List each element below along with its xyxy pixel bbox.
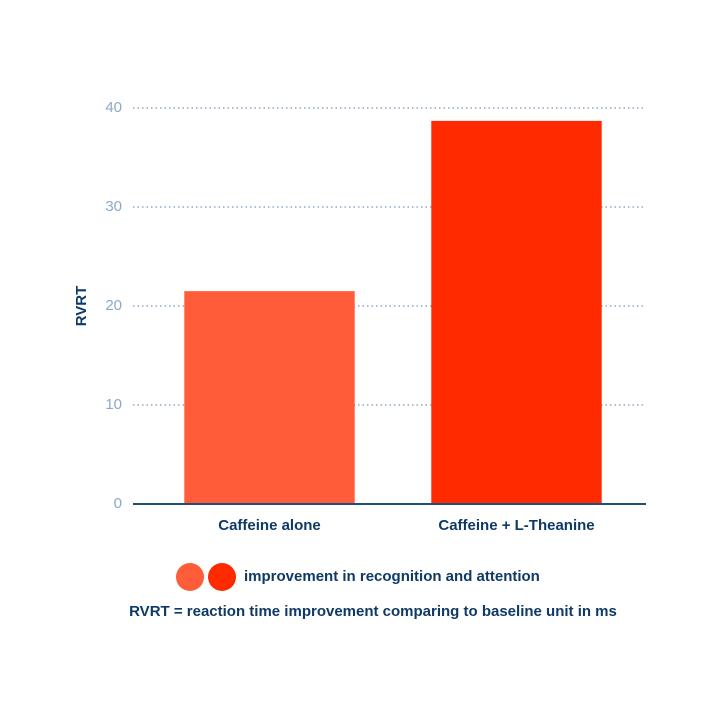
legend-swatch (176, 563, 204, 591)
y-tick-label: 40 (105, 99, 122, 116)
y-tick-label: 10 (105, 396, 122, 413)
y-tick-label: 20 (105, 297, 122, 314)
bar (431, 120, 602, 505)
legend-swatch (208, 563, 236, 591)
x-tick-label: Caffeine alone (218, 517, 321, 534)
y-axis-label: RVRT (73, 286, 90, 327)
note: RVRT = reaction time improvement compari… (129, 603, 617, 620)
y-tick-label: 0 (114, 495, 122, 512)
y-tick-label: 30 (105, 198, 122, 215)
x-tick-label: Caffeine + L-Theanine (438, 517, 594, 534)
bar (184, 291, 355, 504)
legend-text: improvement in recognition and attention (244, 568, 540, 585)
